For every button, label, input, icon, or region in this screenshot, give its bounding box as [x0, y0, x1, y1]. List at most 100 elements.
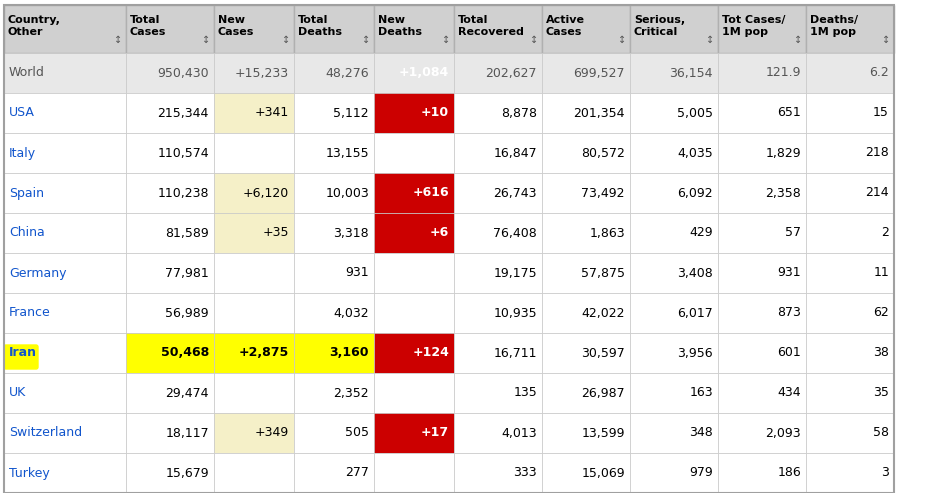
Bar: [126, 453, 214, 493]
Bar: [718, 413, 806, 453]
Text: 50,468: 50,468: [161, 347, 209, 359]
Text: Critical: Critical: [634, 27, 678, 37]
Text: 73,492: 73,492: [581, 186, 625, 200]
Bar: [214, 413, 294, 453]
Bar: [630, 93, 718, 133]
Text: 277: 277: [346, 466, 369, 480]
Bar: [718, 5, 806, 53]
Bar: [630, 413, 718, 453]
Bar: [126, 173, 214, 213]
Text: New: New: [378, 15, 405, 25]
Bar: [294, 213, 374, 253]
Bar: [718, 253, 806, 293]
Text: 38: 38: [873, 347, 889, 359]
Text: 201,354: 201,354: [574, 106, 625, 119]
Text: 979: 979: [689, 466, 713, 480]
Text: China: China: [9, 226, 45, 240]
Bar: [630, 333, 718, 373]
Bar: [374, 53, 454, 93]
Bar: [126, 5, 214, 53]
Text: 2: 2: [881, 226, 889, 240]
Text: 931: 931: [346, 267, 369, 280]
Text: 202,627: 202,627: [485, 67, 537, 79]
Bar: [374, 373, 454, 413]
Bar: [630, 453, 718, 493]
Bar: [4, 173, 126, 213]
Text: 35: 35: [873, 387, 889, 399]
Bar: [126, 293, 214, 333]
Text: Iran: Iran: [9, 347, 37, 359]
Bar: [214, 293, 294, 333]
Bar: [718, 373, 806, 413]
Text: 77,981: 77,981: [165, 267, 209, 280]
Text: 11: 11: [873, 267, 889, 280]
Text: 186: 186: [777, 466, 801, 480]
Text: 348: 348: [689, 426, 713, 439]
Bar: [630, 5, 718, 53]
Text: +6,120: +6,120: [243, 186, 289, 200]
Text: Spain: Spain: [9, 186, 44, 200]
Bar: [374, 253, 454, 293]
Bar: [718, 133, 806, 173]
Bar: [126, 93, 214, 133]
Bar: [630, 53, 718, 93]
Bar: [542, 293, 630, 333]
Bar: [374, 213, 454, 253]
Bar: [630, 373, 718, 413]
Bar: [214, 253, 294, 293]
Bar: [806, 453, 894, 493]
Text: 16,711: 16,711: [494, 347, 537, 359]
Bar: [718, 293, 806, 333]
Bar: [214, 5, 294, 53]
Text: ↕: ↕: [794, 35, 802, 45]
Bar: [806, 173, 894, 213]
Text: Country,: Country,: [8, 15, 61, 25]
Bar: [718, 53, 806, 93]
Bar: [806, 133, 894, 173]
Text: 214: 214: [866, 186, 889, 200]
Text: +10: +10: [421, 106, 449, 119]
Text: ↕: ↕: [530, 35, 538, 45]
Bar: [4, 293, 126, 333]
Bar: [806, 5, 894, 53]
Text: 505: 505: [345, 426, 369, 439]
Bar: [542, 213, 630, 253]
Bar: [294, 5, 374, 53]
Bar: [294, 453, 374, 493]
Text: 6,017: 6,017: [677, 307, 713, 319]
Text: 3: 3: [881, 466, 889, 480]
Bar: [294, 133, 374, 173]
Text: Recovered: Recovered: [458, 27, 524, 37]
Bar: [294, 373, 374, 413]
Bar: [454, 173, 542, 213]
Bar: [718, 93, 806, 133]
Bar: [374, 453, 454, 493]
Text: 80,572: 80,572: [581, 146, 625, 160]
Bar: [4, 133, 126, 173]
Bar: [126, 53, 214, 93]
Text: +15,233: +15,233: [235, 67, 289, 79]
Bar: [214, 373, 294, 413]
Bar: [374, 5, 454, 53]
Bar: [454, 453, 542, 493]
Text: 13,599: 13,599: [581, 426, 625, 439]
Text: 651: 651: [777, 106, 801, 119]
Bar: [126, 213, 214, 253]
Text: +2,875: +2,875: [239, 347, 289, 359]
Bar: [806, 293, 894, 333]
Text: 1,829: 1,829: [765, 146, 801, 160]
Text: Switzerland: Switzerland: [9, 426, 82, 439]
Bar: [806, 373, 894, 413]
Text: 135: 135: [514, 387, 537, 399]
Text: 36,154: 36,154: [670, 67, 713, 79]
Text: 16,847: 16,847: [493, 146, 537, 160]
Text: Turkey: Turkey: [9, 466, 50, 480]
Text: ↕: ↕: [882, 35, 890, 45]
Text: 4,032: 4,032: [333, 307, 369, 319]
Bar: [126, 333, 214, 373]
Text: 42,022: 42,022: [581, 307, 625, 319]
Text: Total: Total: [458, 15, 488, 25]
Bar: [374, 173, 454, 213]
Bar: [542, 333, 630, 373]
Bar: [454, 413, 542, 453]
